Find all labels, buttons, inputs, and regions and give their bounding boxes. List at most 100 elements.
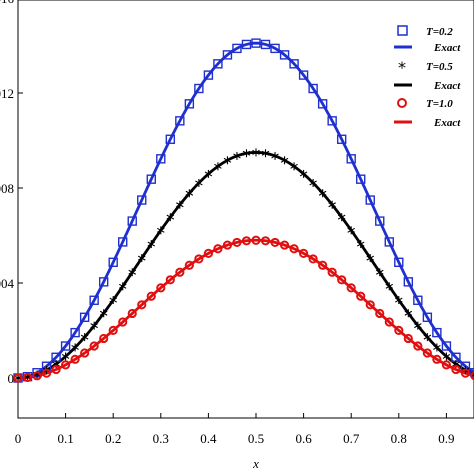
- marker-asterisk-t05: [176, 200, 184, 209]
- marker-asterisk-t05: [280, 156, 289, 165]
- marker-asterisk-t05: [204, 169, 213, 178]
- x-tick-label: 0.2: [105, 431, 121, 446]
- marker-circle-t10: [356, 291, 366, 301]
- legend-label-t05: T=0.5: [426, 61, 453, 73]
- marker-circle-t10: [318, 260, 328, 270]
- x-tick-label: 0.4: [200, 431, 217, 446]
- marker-circle-t10: [470, 371, 474, 381]
- marker-square-t02: [422, 312, 433, 322]
- marker-circle-t10: [451, 364, 461, 375]
- marker-asterisk-t05: [423, 333, 432, 342]
- y-tick-label: 012: [0, 86, 14, 101]
- marker-square-t02: [232, 43, 242, 54]
- marker-square-t02: [356, 174, 366, 184]
- marker-circle-t10: [260, 236, 271, 246]
- marker-circle-t10: [308, 254, 318, 264]
- marker-circle-t10: [175, 267, 185, 277]
- exact-line-blue: [17, 41, 474, 380]
- marker-square-t02: [241, 39, 252, 50]
- marker-square-t02: [336, 134, 347, 144]
- marker-asterisk-t05: [404, 309, 413, 318]
- legend-label-t10: T=1.0: [426, 98, 453, 110]
- marker-asterisk-t05: [375, 268, 384, 277]
- marker-circle-t10: [365, 300, 375, 310]
- marker-square-t02: [146, 174, 156, 184]
- marker-asterisk-t05: [147, 240, 156, 249]
- marker-square-t02: [270, 43, 280, 54]
- marker-square-t02: [327, 116, 337, 126]
- marker-square-t02: [118, 237, 128, 247]
- marker-circle-t10: [299, 248, 309, 259]
- marker-circle-t10: [108, 325, 118, 336]
- marker-circle-t10: [251, 235, 261, 245]
- x-tick-label: 0: [15, 431, 22, 446]
- marker-circle-t10: [156, 283, 166, 293]
- x-tick-label: 0.3: [153, 431, 169, 446]
- legend-label-exact-black: Exact: [433, 80, 461, 92]
- marker-square-t02: [184, 99, 195, 109]
- marker-circle-t10: [41, 368, 52, 378]
- x-tick-label: 0.7: [343, 431, 360, 446]
- marker-circle-t10: [432, 354, 442, 364]
- marker-asterisk-t05: [214, 162, 222, 171]
- legend-label-t02: T=0.2: [426, 26, 453, 38]
- marker-asterisk-t05: [337, 213, 346, 222]
- marker-circle-t10: [279, 240, 290, 250]
- marker-square-t02: [346, 154, 356, 164]
- marker-circle-t10: [441, 360, 451, 370]
- legend-marker-t02: [397, 25, 408, 36]
- plot-frame: [17, 0, 474, 419]
- marker-square-t02: [279, 50, 290, 60]
- marker-circle-t10: [403, 333, 413, 344]
- x-tick-label: 0.1: [57, 431, 73, 446]
- marker-asterisk-t05: [157, 226, 165, 235]
- marker-square-t02: [203, 70, 214, 80]
- marker-square-t02: [60, 341, 71, 351]
- exact-line-black: [17, 150, 474, 380]
- marker-asterisk-t05: [271, 151, 279, 160]
- marker-square-t02: [127, 216, 137, 226]
- marker-square-t02: [470, 368, 474, 378]
- marker-circle-t10: [99, 333, 109, 344]
- marker-asterisk-t05: [71, 343, 79, 352]
- marker-square-t02: [98, 277, 109, 287]
- marker-circle-t10: [22, 372, 33, 383]
- marker-asterisk-t05: [366, 254, 375, 263]
- marker-circle-t10: [146, 291, 156, 301]
- x-axis-label: x: [252, 456, 259, 471]
- marker-circle-t10: [203, 248, 213, 259]
- marker-circle-t10: [327, 267, 337, 277]
- marker-square-t02: [365, 195, 375, 205]
- marker-circle-t10: [137, 300, 147, 310]
- marker-circle-t10: [127, 308, 137, 319]
- marker-circle-t10: [32, 371, 42, 381]
- marker-square-t02: [317, 99, 328, 109]
- marker-square-t02: [289, 59, 299, 69]
- marker-asterisk-t05: [137, 254, 146, 263]
- marker-circle-t10: [289, 244, 299, 254]
- marker-circle-t10: [13, 373, 23, 383]
- marker-circle-t10: [337, 275, 347, 285]
- marker-asterisk-t05: [356, 240, 365, 249]
- marker-square-t02: [251, 38, 261, 48]
- marker-asterisk-t05: [414, 321, 422, 330]
- y-axis-ticks: 0 004 008 012 016: [0, 0, 23, 386]
- marker-circle-t10: [194, 254, 204, 264]
- marker-asterisk-t05: [433, 343, 441, 352]
- marker-asterisk-t05: [318, 189, 327, 198]
- marker-circle-t10: [375, 308, 385, 319]
- x-tick-label: 0.5: [248, 431, 264, 446]
- marker-square-t02: [108, 257, 118, 268]
- marker-square-t02: [441, 341, 452, 351]
- marker-asterisk-t05: [80, 333, 89, 342]
- marker-square-t02: [375, 216, 385, 226]
- marker-asterisk-t05: [233, 151, 241, 160]
- marker-circle-t10: [232, 237, 242, 248]
- y-tick-label: 008: [0, 181, 14, 196]
- marker-square-t02: [222, 50, 233, 60]
- marker-circle-t10: [241, 236, 252, 246]
- legend-marker-t05: *: [398, 58, 406, 77]
- marker-square-t02: [298, 70, 309, 80]
- marker-square-t02: [308, 83, 318, 94]
